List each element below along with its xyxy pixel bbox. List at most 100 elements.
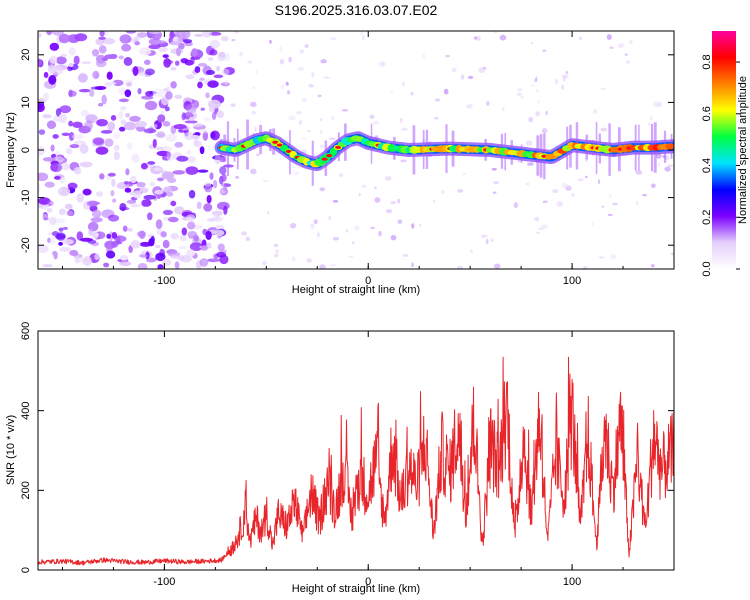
noise-blob bbox=[629, 39, 633, 45]
noise-blob bbox=[186, 249, 196, 257]
noise-blob bbox=[69, 144, 80, 149]
noise-blob bbox=[72, 121, 83, 128]
noise-blob bbox=[273, 253, 279, 258]
noise-blob bbox=[262, 260, 267, 266]
noise-blob bbox=[52, 134, 59, 139]
noise-blob bbox=[111, 240, 119, 248]
noise-blob bbox=[120, 106, 127, 111]
noise-blob bbox=[143, 194, 156, 200]
noise-blob bbox=[49, 42, 60, 51]
noise-blob bbox=[493, 181, 500, 185]
noise-blob bbox=[125, 82, 133, 87]
colorbar-tick-label: 0.4 bbox=[701, 158, 713, 173]
noise-blob bbox=[250, 168, 257, 175]
noise-blob bbox=[245, 236, 251, 242]
noise-blob bbox=[156, 150, 170, 157]
noise-blob bbox=[77, 73, 88, 83]
noise-blob bbox=[127, 227, 133, 232]
snr-y-ticks: 0 200 400 600 bbox=[20, 322, 674, 573]
noise-blob bbox=[38, 129, 46, 135]
noise-blob bbox=[163, 88, 169, 92]
noise-blob bbox=[328, 215, 332, 221]
noise-blob bbox=[178, 42, 185, 50]
noise-blob bbox=[205, 230, 212, 240]
noise-blob bbox=[492, 191, 497, 194]
noise-blob bbox=[176, 155, 189, 162]
noise-blob bbox=[145, 90, 154, 97]
noise-blob bbox=[122, 225, 128, 232]
noise-blob bbox=[648, 122, 651, 126]
noise-blob bbox=[397, 219, 403, 225]
noise-blob bbox=[170, 67, 177, 71]
colorbar-tick-label: 0.8 bbox=[701, 54, 713, 69]
noise-blob bbox=[129, 203, 142, 208]
noise-blob bbox=[561, 182, 568, 189]
noise-blob bbox=[411, 262, 414, 268]
snr-x-ticks: -100 0 100 bbox=[61, 331, 675, 588]
noise-blob bbox=[174, 206, 185, 215]
noise-blob bbox=[402, 81, 405, 87]
noise-blob bbox=[473, 36, 478, 40]
noise-blob bbox=[153, 124, 158, 128]
noise-blob bbox=[252, 86, 255, 89]
noise-blob bbox=[214, 154, 222, 165]
noise-blob bbox=[457, 188, 464, 193]
noise-blob bbox=[221, 68, 230, 76]
noise-blob bbox=[180, 57, 189, 64]
noise-blob bbox=[61, 162, 70, 171]
noise-blob bbox=[58, 208, 66, 216]
noise-blob bbox=[129, 115, 141, 122]
noise-blob bbox=[172, 170, 186, 175]
noise-blob bbox=[82, 256, 92, 266]
noise-blob bbox=[441, 189, 445, 195]
noise-blob bbox=[118, 126, 126, 132]
noise-blob bbox=[658, 162, 661, 167]
noise-blob bbox=[467, 103, 473, 110]
noise-blob bbox=[192, 112, 198, 119]
noise-blob bbox=[114, 235, 127, 243]
noise-blob bbox=[209, 39, 221, 49]
noise-blob bbox=[128, 245, 133, 254]
snr-y-tick-label: 400 bbox=[20, 401, 32, 419]
snr-x-tick-label: 0 bbox=[365, 576, 371, 588]
noise-blob bbox=[186, 149, 192, 155]
noise-blob bbox=[298, 120, 303, 125]
noise-blob bbox=[144, 100, 158, 111]
noise-blob bbox=[592, 109, 598, 115]
noise-blob bbox=[269, 39, 272, 44]
noise-blob bbox=[219, 166, 227, 175]
noise-blob bbox=[99, 31, 105, 37]
noise-blob bbox=[53, 176, 62, 180]
noise-blob bbox=[152, 138, 157, 148]
noise-blob bbox=[48, 216, 57, 226]
noise-blob bbox=[199, 77, 205, 81]
noise-blob bbox=[608, 193, 612, 198]
noise-blob bbox=[155, 219, 163, 229]
snr-x-tick-label: -100 bbox=[153, 576, 175, 588]
noise-blob bbox=[255, 69, 258, 75]
noise-blob bbox=[520, 95, 524, 99]
noise-blob bbox=[370, 226, 375, 229]
noise-blob bbox=[194, 33, 204, 37]
noise-blob bbox=[139, 47, 152, 56]
noise-blob bbox=[69, 249, 79, 256]
noise-blob bbox=[187, 230, 198, 239]
noise-blob bbox=[556, 201, 564, 208]
noise-blob bbox=[202, 130, 209, 141]
noise-blob bbox=[185, 166, 199, 175]
noise-blob bbox=[107, 214, 120, 222]
noise-blob bbox=[120, 119, 127, 125]
noise-blob bbox=[60, 53, 68, 58]
noise-blob bbox=[552, 188, 559, 194]
noise-blob bbox=[61, 132, 70, 136]
noise-blob bbox=[46, 31, 53, 36]
noise-blob bbox=[58, 227, 64, 232]
noise-blob bbox=[137, 88, 142, 95]
noise-blob bbox=[159, 145, 172, 153]
noise-blob bbox=[112, 132, 121, 140]
noise-blob bbox=[374, 197, 381, 203]
noise-blob bbox=[47, 200, 54, 207]
noise-blob bbox=[279, 58, 285, 65]
noise-blob bbox=[181, 227, 188, 236]
noise-blob bbox=[157, 114, 166, 123]
